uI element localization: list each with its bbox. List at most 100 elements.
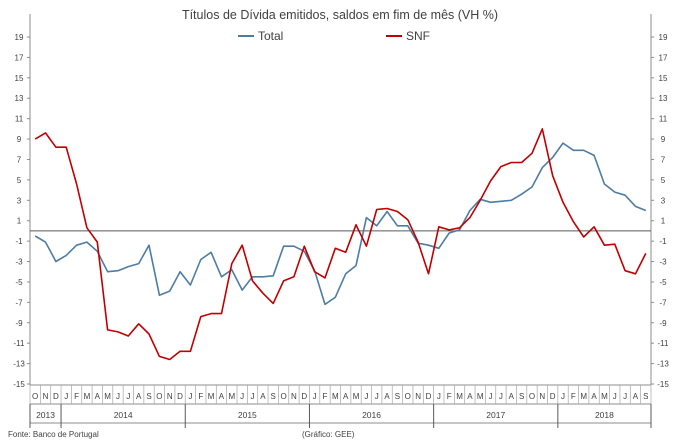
month-label: O	[405, 392, 411, 401]
y-tick-label-left: 15	[15, 74, 24, 83]
series-line-snf	[34, 128, 647, 361]
month-label: J	[499, 392, 503, 401]
y-tick-label-right: 15	[659, 74, 668, 83]
month-label: J	[240, 392, 244, 401]
month-label: J	[437, 392, 441, 401]
year-label: 2013	[36, 410, 55, 420]
month-label: J	[64, 392, 68, 401]
y-tick-label-left: 19	[15, 33, 24, 42]
chart-title: Títulos de Dívida emitidos, saldos em fi…	[182, 8, 498, 22]
y-tick-label-right: 11	[659, 115, 668, 124]
y-tick-label-left: -11	[14, 339, 26, 348]
month-label: M	[104, 392, 111, 401]
y-tick-label-left: -15	[13, 380, 25, 389]
legend-snf-label: SNF	[406, 29, 430, 43]
y-tick-label-right: 5	[661, 176, 666, 185]
month-label: J	[188, 392, 192, 401]
y-tick-label-right: -13	[657, 360, 669, 369]
year-axis: 2013 2014 2015 2016 2017 2018	[29, 404, 652, 428]
chart-credit: (Gráfico: GEE)	[302, 430, 355, 439]
year-label: 2015	[238, 410, 257, 420]
month-label: N	[43, 392, 49, 401]
month-label: M	[353, 392, 360, 401]
month-label: S	[643, 392, 648, 401]
month-label: D	[53, 392, 59, 401]
month-label: J	[364, 392, 368, 401]
y-tick-label-right: 3	[661, 196, 666, 205]
source-note: Fonte: Banco de Portugal	[8, 430, 99, 439]
y-tick-label-left: 17	[15, 53, 24, 62]
y-tick-label-left: -7	[15, 298, 23, 307]
y-tick-label-left: 5	[17, 176, 22, 185]
y-tick-label-right: -15	[657, 380, 669, 389]
y-tick-label-right: -7	[659, 298, 667, 307]
year-label: 2017	[486, 410, 505, 420]
y-tick-label-left: 7	[17, 155, 22, 164]
y-tick-label-right: -9	[659, 319, 667, 328]
month-label: J	[489, 392, 493, 401]
month-label: M	[601, 392, 608, 401]
month-label: M	[580, 392, 587, 401]
month-label: S	[146, 392, 151, 401]
y-tick-label-left: -5	[15, 278, 23, 287]
month-label: N	[291, 392, 297, 401]
month-label: J	[375, 392, 379, 401]
month-label: A	[509, 392, 515, 401]
y-tick-label-right: -1	[659, 237, 667, 246]
month-label: A	[384, 392, 390, 401]
y-tick-label-right: -5	[659, 278, 667, 287]
month-label: A	[633, 392, 639, 401]
y-tick-label-right: 19	[659, 33, 668, 42]
y-tick-label-left: -3	[15, 258, 23, 267]
y-tick-label-right: -11	[658, 339, 670, 348]
month-label: J	[126, 392, 130, 401]
month-label: M	[456, 392, 463, 401]
y-tick-label-left: 3	[17, 196, 22, 205]
year-label: 2016	[362, 410, 381, 420]
month-label: A	[260, 392, 266, 401]
month-label: O	[32, 392, 38, 401]
month-label: J	[313, 392, 317, 401]
month-label: N	[415, 392, 421, 401]
y-tick-label-right: 17	[659, 53, 668, 62]
year-label: 2018	[595, 410, 614, 420]
y-tick-label-left: -13	[13, 360, 25, 369]
y-tick-label-left: 9	[17, 135, 22, 144]
y-tick-label-right: 1	[661, 217, 666, 226]
month-label: O	[280, 392, 286, 401]
y-tick-label-right: 7	[661, 155, 666, 164]
month-label: M	[477, 392, 484, 401]
month-label: D	[426, 392, 432, 401]
month-label: J	[561, 392, 565, 401]
legend: Total SNF	[238, 29, 430, 43]
y-axis-left-ticks: 19 17 15 13 11 9 7 5 3 1 -1 -3 -5 -7 -9 -11 -13 -15	[13, 33, 30, 389]
y-tick-label-right: 9	[661, 135, 666, 144]
month-label: S	[395, 392, 400, 401]
y-tick-label-right: -3	[659, 258, 667, 267]
month-label: A	[219, 392, 225, 401]
month-label: F	[74, 392, 79, 401]
month-label: S	[271, 392, 276, 401]
month-label: J	[116, 392, 120, 401]
month-label: F	[198, 392, 203, 401]
month-label: J	[623, 392, 627, 401]
month-label: F	[571, 392, 576, 401]
month-label: O	[529, 392, 535, 401]
month-label: A	[343, 392, 349, 401]
y-tick-label-left: -1	[15, 237, 23, 246]
month-label: A	[467, 392, 473, 401]
year-label: 2014	[114, 410, 133, 420]
y-tick-label-left: 13	[15, 94, 24, 103]
y-tick-label-left: 1	[17, 217, 22, 226]
month-label: A	[591, 392, 597, 401]
y-axis-right-ticks: 19 17 15 13 11 9 7 5 3 1 -1 -3 -5 -7 -9 -11 -13 -15	[651, 33, 669, 389]
month-label: M	[84, 392, 91, 401]
month-label: D	[301, 392, 307, 401]
month-label: M	[228, 392, 235, 401]
month-label: S	[519, 392, 524, 401]
month-label: N	[539, 392, 545, 401]
y-tick-label-right: 13	[659, 94, 668, 103]
month-label: D	[550, 392, 556, 401]
y-tick-label-left: -9	[15, 319, 23, 328]
